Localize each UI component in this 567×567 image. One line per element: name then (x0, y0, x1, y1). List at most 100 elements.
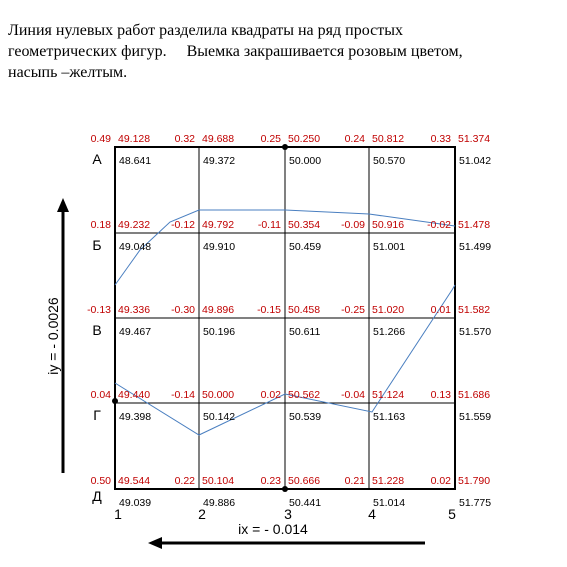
work-value: 0.13 (431, 389, 452, 401)
grid-values: 1 2 3 4 5 А 0.49 49.128 48.641 0.32 49.688 49.372 0.… (87, 133, 491, 522)
row-label: Г (93, 407, 101, 423)
ground-elevation: 50.539 (289, 411, 321, 423)
work-value: -0.11 (258, 219, 281, 231)
work-value: 0.50 (91, 475, 112, 487)
design-elevation: 51.478 (458, 219, 490, 231)
zero-point (112, 398, 118, 404)
row-label: Д (92, 488, 102, 504)
header: Линия нулевых работ разделила квадраты н… (8, 22, 463, 81)
ground-elevation: 50.196 (203, 326, 235, 338)
design-elevation: 51.124 (372, 389, 404, 401)
work-value: 0.18 (91, 219, 112, 231)
design-elevation: 49.128 (118, 133, 150, 145)
ground-elevation: 51.499 (459, 241, 491, 253)
design-elevation: 49.896 (202, 304, 234, 316)
ground-elevation: 49.467 (119, 326, 151, 338)
ground-elevation: 51.775 (459, 497, 491, 509)
work-value: -0.09 (341, 219, 365, 231)
ground-elevation: 50.611 (289, 326, 320, 338)
column-label: 4 (368, 506, 376, 522)
design-elevation: 50.812 (372, 133, 404, 145)
work-value: 0.02 (431, 475, 452, 487)
design-elevation: 50.458 (288, 304, 320, 316)
ground-elevation: 51.559 (459, 411, 491, 423)
design-elevation: 51.228 (372, 475, 404, 487)
design-elevation: 50.104 (202, 475, 234, 487)
work-value: -0.13 (87, 304, 111, 316)
design-elevation: 49.544 (118, 475, 150, 487)
ground-elevation: 49.886 (203, 497, 235, 509)
ground-elevation: 49.039 (119, 497, 151, 509)
work-value: 0.25 (261, 133, 282, 145)
work-value: 0.24 (345, 133, 366, 145)
column-label: 3 (284, 506, 292, 522)
column-label: 1 (114, 506, 122, 522)
design-elevation: 51.020 (372, 304, 404, 316)
ground-elevation: 51.163 (373, 411, 405, 423)
design-elevation: 50.666 (288, 475, 320, 487)
work-value: 0.23 (261, 475, 282, 487)
row-label: А (92, 151, 102, 167)
slope-y: iy = - 0.0026 (45, 297, 61, 375)
ground-elevation: 48.641 (119, 155, 151, 167)
arrow-head (57, 198, 69, 212)
work-value: -0.15 (257, 304, 281, 316)
work-value: -0.02 (427, 219, 451, 231)
work-value: 0.21 (345, 475, 366, 487)
work-value: 0.49 (91, 133, 112, 145)
zero-line (114, 284, 456, 436)
zero-point (282, 486, 288, 492)
zero-line (114, 209, 456, 286)
design-elevation: 51.790 (458, 475, 490, 487)
design-elevation: 50.354 (288, 219, 320, 231)
work-value: -0.12 (171, 219, 195, 231)
ground-elevation: 50.570 (373, 155, 405, 167)
ground-elevation: 49.398 (119, 411, 151, 423)
ground-elevation: 51.266 (373, 326, 405, 338)
design-elevation: 51.582 (458, 304, 490, 316)
ground-elevation: 50.142 (203, 411, 235, 423)
ground-elevation: 51.001 (373, 241, 405, 253)
ground-elevation: 49.372 (203, 155, 235, 167)
zero-point (282, 144, 288, 150)
design-elevation: 49.336 (118, 304, 150, 316)
column-label: 5 (448, 506, 456, 522)
ground-elevation: 50.441 (289, 497, 321, 509)
design-elevation: 49.440 (118, 389, 150, 401)
design-elevation: 49.688 (202, 133, 234, 145)
work-value: -0.14 (171, 389, 195, 401)
ground-elevation: 51.042 (459, 155, 491, 167)
ground-elevation: 51.570 (459, 326, 491, 338)
grid-lines (114, 146, 456, 490)
design-elevation: 49.792 (202, 219, 234, 231)
design-elevation: 51.374 (458, 133, 490, 145)
column-label: 2 (198, 506, 206, 522)
work-value: 0.33 (431, 133, 452, 145)
header-line: геометрических фигур. Выемка закрашивает… (8, 43, 463, 60)
header-line: Линия нулевых работ разделила квадраты н… (8, 22, 403, 39)
ground-elevation: 50.000 (289, 155, 321, 167)
arrow-head (148, 537, 162, 549)
work-value: 0.02 (261, 389, 282, 401)
design-elevation: 49.232 (118, 219, 150, 231)
design-elevation: 51.686 (458, 389, 490, 401)
ground-elevation: 51.014 (373, 497, 405, 509)
design-elevation: 50.562 (288, 389, 320, 401)
slope-x: ix = - 0.014 (238, 521, 308, 537)
ground-elevation: 50.459 (289, 241, 321, 253)
design-elevation: 50.000 (202, 389, 234, 401)
header-line: насыпь –желтым. (8, 64, 127, 81)
work-value: -0.30 (171, 304, 195, 316)
row-label: В (92, 322, 101, 338)
row-label: Б (92, 237, 101, 253)
work-value: -0.04 (341, 389, 365, 401)
design-elevation: 50.916 (372, 219, 404, 231)
work-value: 0.22 (175, 475, 196, 487)
ground-elevation: 49.910 (203, 241, 235, 253)
work-value: 0.04 (91, 389, 112, 401)
work-value: -0.25 (341, 304, 365, 316)
work-value: 0.01 (431, 304, 452, 316)
work-value: 0.32 (175, 133, 196, 145)
ground-elevation: 49.048 (119, 241, 151, 253)
